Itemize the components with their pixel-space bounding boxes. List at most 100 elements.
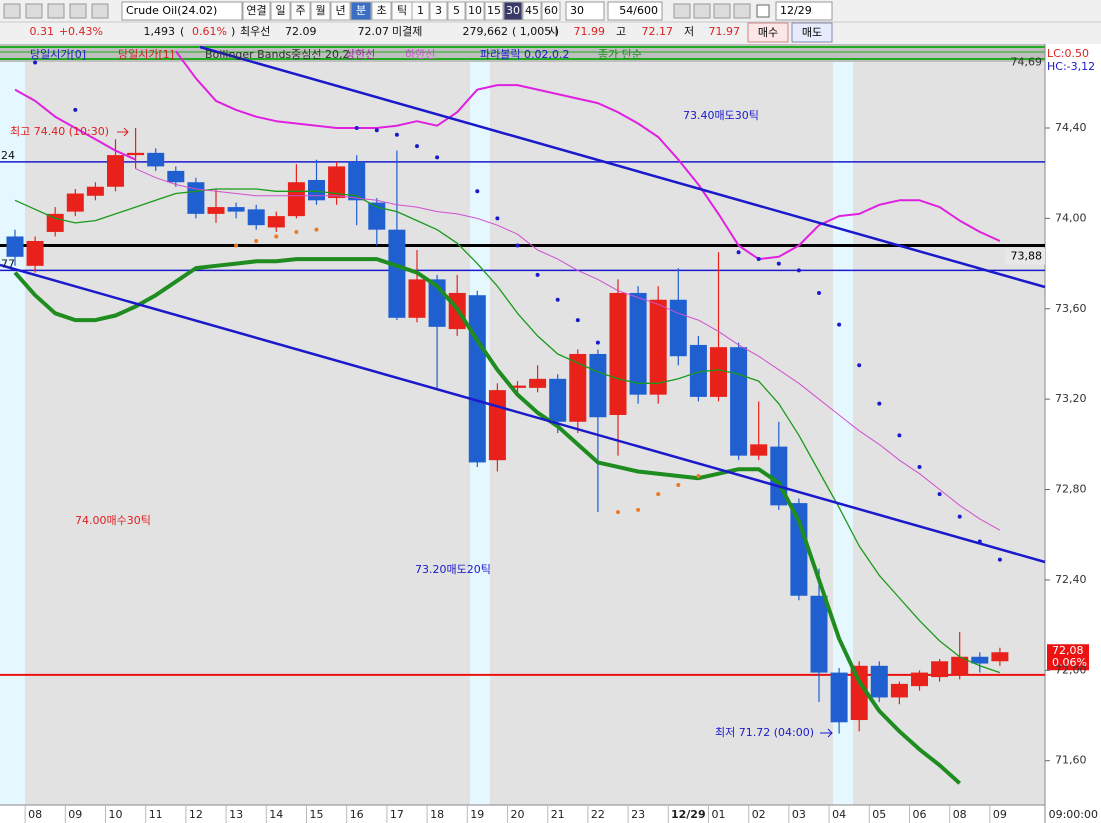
buy-button[interactable] xyxy=(747,22,789,43)
button-label: 월 xyxy=(315,4,325,17)
sar-dot xyxy=(314,227,319,232)
button[interactable] xyxy=(522,1,542,21)
button[interactable] xyxy=(503,1,523,21)
button[interactable] xyxy=(541,1,561,21)
hc-label: HC:-3,12 xyxy=(1047,60,1095,73)
candle-body xyxy=(730,347,748,456)
count: 30 xyxy=(570,4,584,17)
tool-icon[interactable] xyxy=(673,3,691,19)
symbol: Crude Oil(24.02) xyxy=(126,4,217,17)
quote-low: 71.97 xyxy=(709,25,741,38)
tool-icon[interactable] xyxy=(733,3,751,19)
candle-body xyxy=(649,299,667,395)
sar-dot xyxy=(515,243,520,248)
sar-dot xyxy=(616,510,620,515)
candle-body xyxy=(931,661,949,678)
quote-best-bid: 72.09 xyxy=(285,25,317,38)
candle-body xyxy=(951,656,969,675)
candle-body xyxy=(569,353,587,422)
indicator-line xyxy=(13,257,962,785)
sar-dot xyxy=(435,155,440,160)
button[interactable] xyxy=(429,1,448,21)
candle-body xyxy=(408,279,426,318)
candle-body xyxy=(66,193,84,212)
overlay: 24 73,88 77 최고 74.40 (10:30) 최저 71.72 (04:00… xyxy=(1,47,1098,821)
time-label: 09:00:00 xyxy=(1049,808,1098,821)
tool-icon[interactable] xyxy=(69,3,87,19)
button[interactable] xyxy=(484,1,504,21)
x-tick-label: 11 xyxy=(149,808,163,821)
candle-body xyxy=(710,347,727,397)
button[interactable] xyxy=(330,1,351,21)
quote-volume-pct: 0.61% xyxy=(192,25,227,38)
tool-icon[interactable] xyxy=(91,3,109,19)
price-label: 72,08 xyxy=(1052,644,1084,657)
sar-dot xyxy=(234,243,239,248)
button[interactable] xyxy=(447,1,466,21)
tool-icon[interactable] xyxy=(3,3,21,19)
session-band xyxy=(0,60,25,805)
sar-dot xyxy=(636,507,641,512)
checkbox[interactable] xyxy=(756,4,770,18)
candle-body xyxy=(468,295,486,463)
price-label-box xyxy=(1047,644,1089,671)
x-tick-label: 19 xyxy=(470,808,484,821)
indicator-line xyxy=(14,50,1001,261)
sar-dot xyxy=(817,290,821,295)
x-tick-label: 15 xyxy=(310,808,324,821)
tool-icon[interactable] xyxy=(47,3,65,19)
legend-entry: 하한선 xyxy=(405,47,435,61)
symbol-box[interactable] xyxy=(121,1,243,21)
x-tick-label: 08 xyxy=(28,808,42,821)
tool-icon[interactable] xyxy=(25,3,43,19)
sar-dot xyxy=(756,257,761,262)
tool-icon[interactable] xyxy=(693,3,711,19)
range: 54/600 xyxy=(619,4,658,17)
sar-dot xyxy=(394,132,399,137)
x-tick-label: 01 xyxy=(712,808,726,821)
range-box xyxy=(607,1,663,21)
x-tick-label: 21 xyxy=(551,808,565,821)
sell-button[interactable] xyxy=(791,22,833,43)
quote-high: 72.17 xyxy=(642,25,674,38)
button[interactable] xyxy=(290,1,311,21)
x-tick-label: 12 xyxy=(189,808,203,821)
candle-body xyxy=(207,207,225,214)
button[interactable] xyxy=(350,1,372,21)
button[interactable] xyxy=(242,1,271,21)
button[interactable] xyxy=(465,1,485,21)
tool-icon[interactable] xyxy=(713,3,731,19)
candle-body xyxy=(991,652,1009,662)
y-tick-label: 71,60 xyxy=(1055,754,1087,767)
x-tick-label: 09 xyxy=(993,808,1007,821)
line-label: 77 xyxy=(1,257,15,270)
annotation: 최저 71.72 (04:00) xyxy=(715,726,814,739)
button[interactable] xyxy=(270,1,291,21)
button[interactable] xyxy=(310,1,331,21)
candle-body xyxy=(227,207,245,212)
sar-dot xyxy=(837,322,842,327)
y-tick-label: 72,40 xyxy=(1055,573,1087,586)
candle-body xyxy=(549,378,567,422)
annotation: 73.40매도30틱 xyxy=(683,109,759,122)
y-tick-label: 72,00 xyxy=(1055,663,1087,676)
candle-body xyxy=(609,292,627,415)
count-box[interactable] xyxy=(565,1,605,21)
date-box[interactable] xyxy=(775,1,833,21)
candle-body xyxy=(26,240,44,266)
sar-dot xyxy=(877,401,882,406)
button-label: 45 xyxy=(525,4,539,17)
candle-body xyxy=(86,186,104,196)
candle-body xyxy=(267,216,285,228)
candle-body xyxy=(328,166,346,199)
annotation: 최고 74.40 (10:30) xyxy=(10,125,109,138)
x-tick-label: 14 xyxy=(269,808,283,821)
trend-line xyxy=(0,263,1046,564)
candle-body xyxy=(46,213,64,232)
y-tick-label: 72,80 xyxy=(1055,483,1087,496)
candle-body xyxy=(127,152,145,156)
candle-body xyxy=(388,229,406,318)
button[interactable] xyxy=(411,1,430,21)
candle-body xyxy=(589,353,607,418)
button[interactable] xyxy=(371,1,392,21)
